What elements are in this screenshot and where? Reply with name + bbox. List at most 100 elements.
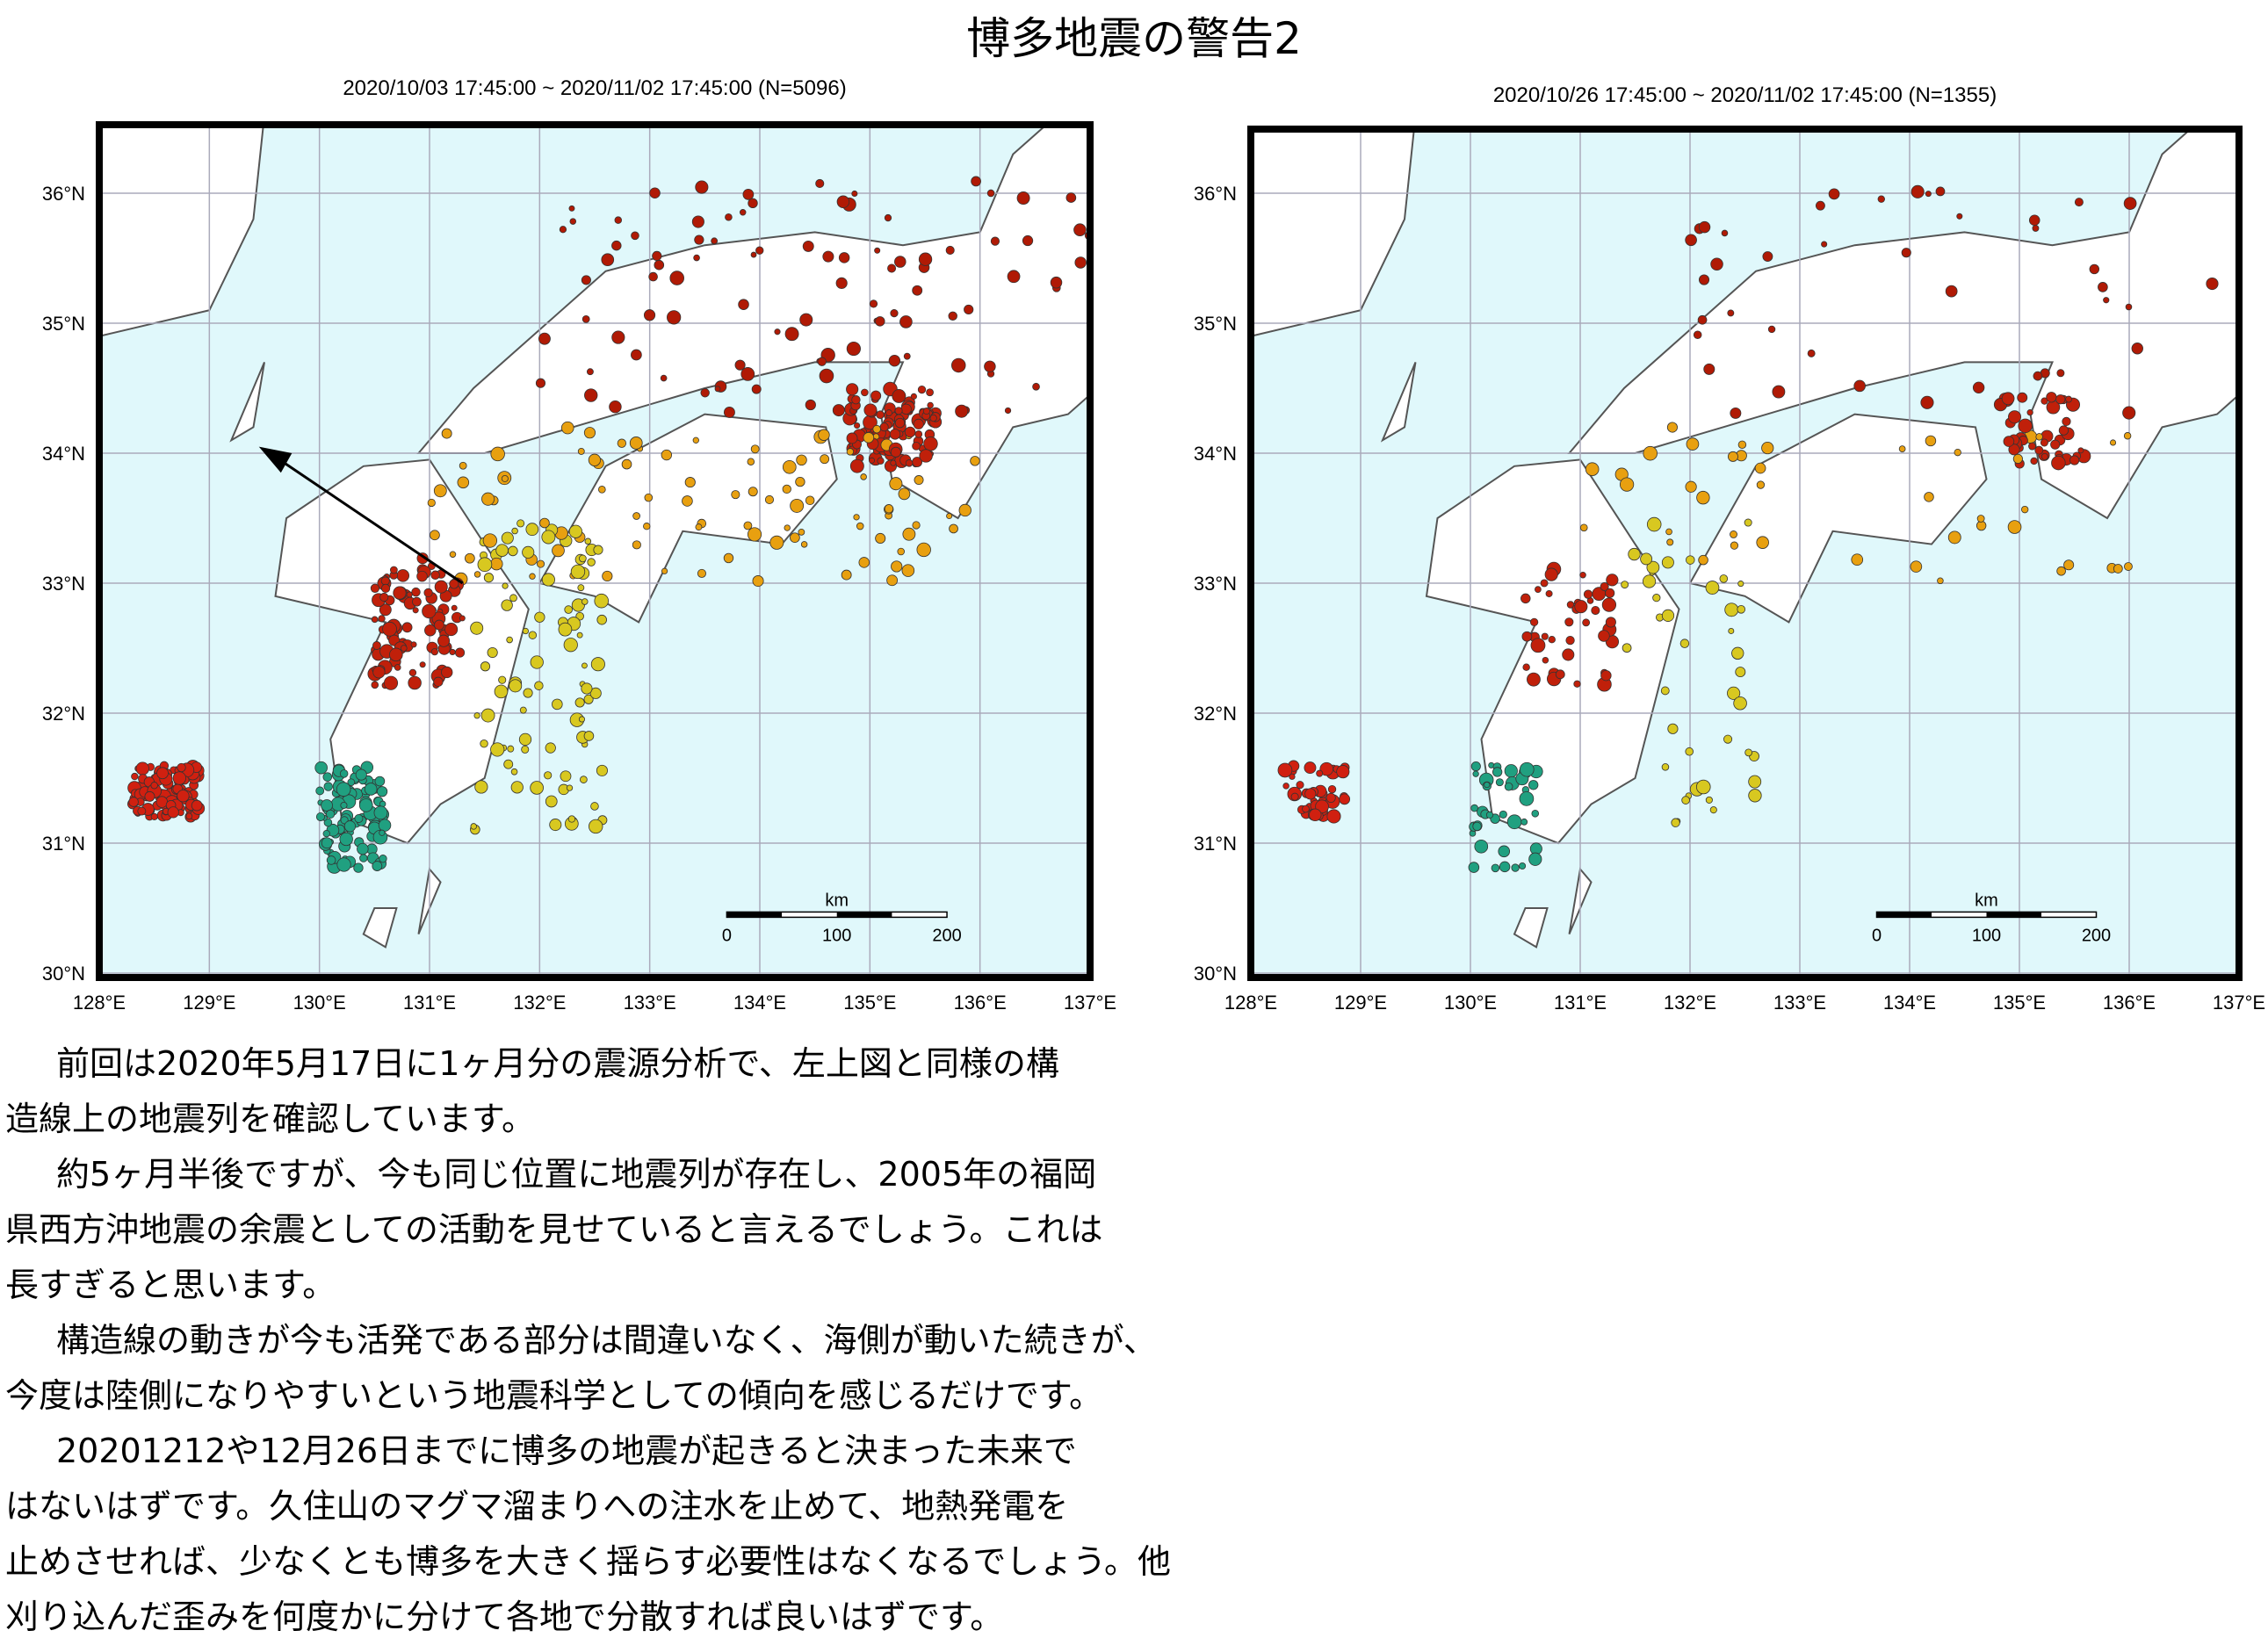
- quake-dot: [769, 535, 784, 550]
- quake-dot: [1622, 643, 1632, 653]
- text-line: 約5ヶ月半後ですが、今も同じ位置に地震列が存在し、2005年の福岡: [56, 1155, 1097, 1194]
- quake-dot: [2008, 444, 2020, 456]
- lon-label: 128°E: [73, 992, 126, 1014]
- quake-dot: [2008, 410, 2022, 424]
- quake-dot: [1901, 248, 1911, 258]
- quake-dot: [390, 566, 398, 574]
- quake-dot: [372, 861, 383, 871]
- quake-dot: [870, 390, 882, 401]
- quake-dot: [886, 574, 899, 587]
- quake-dot: [602, 570, 613, 582]
- quake-dot: [1730, 407, 1742, 419]
- scale-bar-fill: [726, 912, 783, 918]
- quake-dot: [581, 275, 591, 285]
- quake-dot: [509, 594, 517, 602]
- quake-dot: [860, 473, 867, 480]
- quake-dot: [1562, 648, 1575, 661]
- quake-dot: [876, 410, 885, 419]
- text-line: 長すぎると思います。: [5, 1266, 336, 1304]
- quake-dot: [1520, 818, 1528, 826]
- quake-dot: [853, 514, 860, 521]
- quake-dot: [1591, 606, 1600, 616]
- quake-dot: [314, 761, 328, 775]
- quake-dot: [588, 453, 602, 466]
- quake-dot: [434, 580, 448, 594]
- quake-dot: [549, 819, 562, 832]
- quake-dot: [1504, 764, 1518, 778]
- quake-dot: [2056, 566, 2066, 576]
- lat-label: 36°N: [42, 183, 85, 205]
- quake-dot: [441, 428, 452, 439]
- quake-dot: [137, 806, 147, 816]
- quake-dot: [667, 310, 682, 325]
- quake-dot: [2026, 409, 2033, 416]
- quake-dot: [1748, 775, 1762, 789]
- quake-dot: [358, 798, 373, 812]
- quake-dot: [1646, 560, 1660, 574]
- quake-dot: [483, 573, 495, 583]
- scale-tick: 0: [722, 926, 732, 945]
- quake-dot: [1898, 445, 1906, 452]
- quake-dot: [799, 313, 813, 327]
- quake-dot: [510, 768, 518, 776]
- quake-dot: [1527, 672, 1541, 687]
- quake-dot: [1695, 779, 1711, 795]
- quake-dot: [750, 251, 757, 258]
- lon-label: 132°E: [1664, 992, 1716, 1014]
- quake-dot: [339, 832, 353, 847]
- quake-dot: [1744, 518, 1752, 527]
- quake-dot: [372, 666, 386, 679]
- quake-dot: [1504, 782, 1513, 791]
- quake-dot: [2028, 442, 2036, 451]
- quake-dot: [1925, 435, 1937, 447]
- quake-dot: [901, 564, 915, 577]
- quake-dot: [577, 447, 585, 455]
- quake-dot: [1685, 234, 1697, 247]
- quake-dot: [569, 218, 577, 225]
- quake-dot: [919, 449, 933, 463]
- map-panel: 2020/10/03 17:45:00 ~ 2020/11/02 17:45:0…: [42, 76, 1116, 1014]
- quake-dot: [596, 764, 608, 776]
- lon-label: 136°E: [2103, 992, 2156, 1014]
- quake-dot: [654, 259, 665, 271]
- maps: 2020/10/03 17:45:00 ~ 2020/11/02 17:45:0…: [42, 76, 2265, 1014]
- quake-dot: [2077, 447, 2084, 454]
- quake-dot: [669, 271, 684, 285]
- quake-dot: [1472, 821, 1482, 832]
- quake-dot: [1472, 770, 1479, 777]
- quake-dot: [412, 607, 419, 614]
- quake-dot: [589, 687, 602, 699]
- quake-dot: [849, 458, 864, 473]
- quake-dot: [1585, 462, 1600, 477]
- quake-dot: [1499, 810, 1507, 819]
- quake-dot: [541, 530, 556, 545]
- quake-dot: [1519, 862, 1527, 869]
- quake-dot: [1727, 686, 1741, 700]
- quake-dot: [322, 772, 333, 782]
- quake-dot: [2001, 392, 2015, 406]
- quake-dot: [879, 422, 889, 432]
- scale-bar-fill: [1876, 912, 1932, 918]
- land: [229, 362, 265, 443]
- quake-dot: [755, 246, 764, 255]
- quake-dot: [172, 771, 186, 785]
- quake-dot: [552, 544, 565, 558]
- quake-dot: [2040, 438, 2048, 447]
- quake-dot: [465, 552, 475, 564]
- quake-dot: [2206, 277, 2219, 291]
- quake-dot: [490, 446, 505, 462]
- quake-dot: [782, 459, 797, 474]
- quake-dot: [1727, 451, 1738, 462]
- quake-dot: [1723, 734, 1733, 744]
- quake-dot: [2065, 395, 2073, 403]
- quake-dot: [643, 309, 656, 321]
- quake-dot: [905, 459, 914, 467]
- quake-dot: [416, 570, 428, 582]
- quake-dot: [1737, 604, 1746, 614]
- quake-dot: [167, 806, 179, 819]
- lon-label: 132°E: [513, 992, 566, 1014]
- quake-dot: [929, 414, 937, 422]
- quake-dot: [1540, 579, 1549, 588]
- quake-dot: [971, 176, 981, 187]
- quake-dot: [430, 530, 440, 541]
